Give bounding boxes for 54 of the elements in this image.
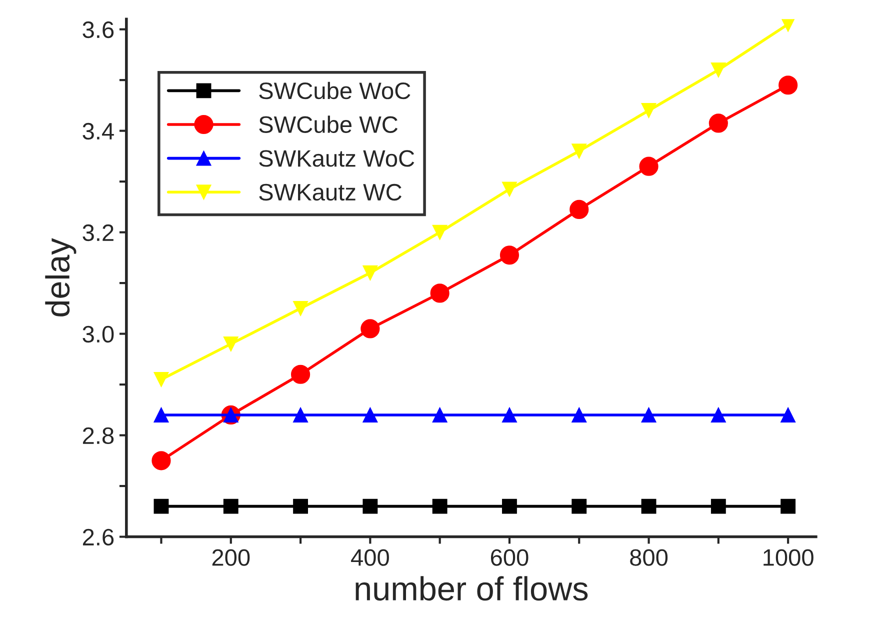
point (432, 224, 448, 240)
point (780, 498, 796, 514)
y-tick-label: 3.4 (82, 122, 114, 140)
point (502, 182, 517, 197)
point (500, 246, 520, 265)
point (708, 114, 728, 133)
y-tick-label: 3.2 (82, 224, 114, 242)
point (710, 408, 726, 422)
point (710, 498, 726, 514)
point (362, 408, 378, 422)
legend-label: SWCube WoC (259, 82, 410, 100)
point (780, 408, 796, 422)
x-tick-label: 800 (630, 549, 668, 566)
y-tick-label: 2.6 (82, 528, 114, 546)
legend-label: SWKautz WC (259, 184, 402, 201)
point (360, 319, 380, 338)
point (362, 265, 378, 280)
point (432, 498, 448, 514)
point (293, 300, 308, 316)
x-axis-title: number of flows (356, 576, 588, 601)
point (293, 498, 308, 514)
point (641, 498, 656, 514)
point (223, 498, 238, 514)
x-tick-label: 1000 (764, 549, 814, 566)
legend-label: SWKautz WoC (259, 150, 414, 167)
point (572, 144, 587, 159)
x-tick-label: 200 (212, 549, 250, 566)
point (293, 408, 308, 422)
legend-label: SWCube WC (259, 116, 398, 133)
point (154, 372, 169, 387)
y-axis-title: delay (45, 238, 76, 316)
point (778, 76, 798, 95)
point (641, 103, 656, 118)
point (154, 498, 169, 514)
point (639, 156, 658, 176)
point (502, 498, 517, 514)
point (432, 408, 448, 422)
point (152, 451, 171, 470)
point (641, 408, 656, 422)
point (572, 498, 587, 514)
point (154, 408, 169, 422)
point (572, 408, 587, 422)
x-tick-label: 600 (490, 549, 528, 566)
point (362, 498, 378, 514)
point (290, 364, 310, 384)
y-tick-label: 2.8 (82, 427, 114, 444)
y-tick-label: 3.0 (82, 326, 114, 343)
point (570, 200, 589, 220)
point (223, 336, 238, 352)
point (502, 408, 517, 422)
x-tick-label: 400 (351, 549, 389, 566)
point (430, 284, 450, 303)
y-tick-label: 3.6 (82, 21, 114, 38)
point (710, 62, 726, 78)
